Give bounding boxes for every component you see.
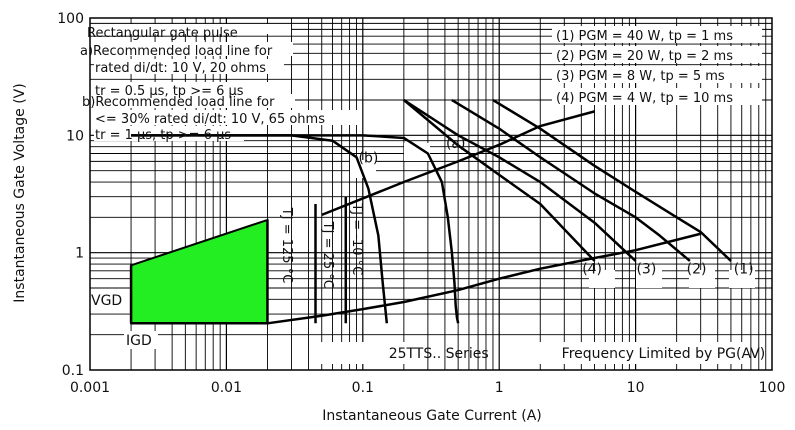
chart-annotation: (a) — [446, 136, 466, 152]
notes-bg — [94, 126, 244, 141]
chart-annotation: (b) — [359, 150, 379, 166]
series-bg — [318, 342, 426, 364]
label-bg — [636, 270, 662, 288]
legend-entry: (3) PGM = 8 W, tp = 5 ms — [556, 69, 725, 84]
igd-bg — [124, 331, 158, 349]
series-line — [267, 232, 701, 325]
tj-label: TJ = 25 °C — [320, 221, 335, 289]
legend-bg — [552, 46, 762, 63]
legend-entry: (1) PGM = 40 W, tp = 1 ms — [556, 29, 733, 44]
x-tick-label: 10 — [627, 380, 645, 396]
series-line — [403, 99, 596, 262]
note-line: Rectangular gate pulse — [87, 26, 238, 41]
note-line: tr = 1 µs, tp >= 6 µs — [95, 128, 231, 143]
note-line: <= 30% rated di/dt: 10 V, 65 ohms — [95, 112, 325, 127]
vgd-bg — [88, 290, 130, 308]
x-tick-label: 0.01 — [211, 380, 242, 396]
notes-bg — [81, 24, 291, 34]
notes-bg — [94, 110, 359, 125]
legend-entry: (4) PGM = 4 W, tp = 10 ms — [556, 91, 733, 106]
notes-bg — [94, 59, 284, 74]
chart-annotation: Frequency Limited by PG(AV) — [562, 346, 766, 362]
trigger-region: TJ = 125 °C TJ = 25 °C TJ = -10 °C — [129, 196, 364, 325]
note-line: b)Recommended load line for — [82, 95, 275, 110]
series-line — [492, 98, 732, 262]
legend-bg — [552, 88, 762, 105]
chart-annotation: (1) — [734, 262, 754, 278]
vgd-label: VGD — [91, 293, 122, 309]
note-line: a)Recommended load line for — [80, 44, 273, 59]
annotations: 0.001 0.01 0.1 1 10 100 0.1 1 10 100 (a) (b) (4) (3) (… — [57, 11, 785, 396]
chart-annotation: 25TTS.. Series — [389, 346, 489, 362]
power-legend: (1) PGM = 40 W, tp = 1 ms (2) PGM = 20 W… — [556, 29, 733, 106]
grid — [78, 18, 772, 370]
chart-annotation: (2) — [687, 262, 707, 278]
note-line: tr = 0.5 µs, tp >= 6 µs — [95, 84, 244, 99]
notes-bg — [78, 42, 293, 56]
note-line: rated di/dt: 10 V, 20 ohms — [95, 61, 266, 76]
series-line — [131, 134, 460, 324]
freq-bg — [505, 342, 748, 364]
series-line — [403, 98, 637, 262]
x-tick-label: 0.001 — [70, 380, 110, 396]
series-line — [451, 98, 691, 262]
tj-label: TJ = -10 °C — [349, 202, 364, 275]
label-bg — [589, 270, 615, 288]
gate-trigger-area — [130, 218, 269, 325]
y-tick-label: 0.1 — [62, 363, 84, 379]
x-tick-label: 0.1 — [352, 380, 374, 396]
y-axis-title: Instantaneous Gate Voltage (V) — [12, 83, 28, 302]
label-bg — [404, 143, 430, 161]
x-tick-label: 1 — [495, 380, 504, 396]
plot-frame — [89, 17, 773, 371]
label-bg — [350, 160, 376, 178]
x-axis-title: Instantaneous Gate Current (A) — [322, 408, 542, 424]
x-tick-label: 100 — [759, 380, 786, 396]
label-bg — [729, 270, 755, 288]
chart-annotation: (3) — [636, 262, 656, 278]
y-tick-label: 10 — [66, 128, 84, 144]
series-line — [131, 134, 389, 324]
legend-entry: (2) PGM = 20 W, tp = 2 ms — [556, 49, 733, 64]
notes-bg — [94, 82, 269, 97]
plot-border — [89, 17, 773, 371]
igd-label: IGD — [126, 333, 152, 349]
notes-bg — [80, 94, 295, 108]
notes-box: Rectangular gate pulse a)Recommended loa… — [80, 26, 325, 143]
y-tick-label: 1 — [75, 246, 84, 262]
chart-annotation: (4) — [582, 262, 602, 278]
legend-bg — [552, 26, 762, 43]
series-line — [321, 110, 595, 217]
y-tick-label: 100 — [57, 11, 84, 27]
tj-label: TJ = 125 °C — [279, 207, 294, 283]
series-lines — [131, 98, 732, 325]
label-bg — [689, 270, 715, 288]
legend-bg — [552, 66, 762, 83]
